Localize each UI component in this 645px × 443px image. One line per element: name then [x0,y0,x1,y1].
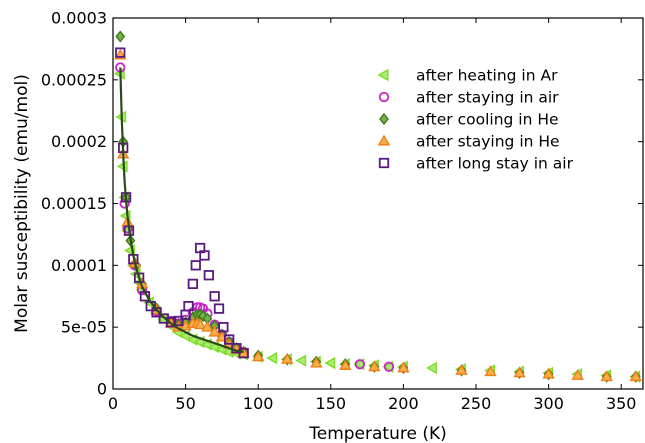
legend-label: after cooling in He [416,111,559,129]
legend: after heating in Ar after staying in air a… [377,67,574,173]
y-tick-label: 0.00015 [41,194,107,213]
data-point [115,47,126,58]
x-tick-label: 350 [606,394,637,413]
data-point [218,322,229,333]
data-point [213,303,225,314]
data-point [251,350,265,362]
data-point [199,250,210,261]
data-point [173,315,184,327]
data-point [513,366,526,378]
data-point [187,278,199,290]
data-point [193,318,207,330]
x-tick-label: 300 [533,394,564,413]
data-point [397,361,410,373]
axes: 0 50 100 150 200 250 300 350 0 5e-05 0.0001 0.00015… [41,9,644,413]
y-tick-label: 0 [97,380,107,399]
data-point [133,272,145,283]
data-point [116,160,128,173]
legend-marker [379,112,389,126]
data-point [295,354,307,367]
data-point [354,359,365,370]
x-tick-label: 100 [243,394,274,413]
data-point [266,351,278,365]
y-tick-label: 0.0001 [51,256,107,275]
data-marks [113,30,642,383]
data-point [281,352,294,364]
data-point [201,320,214,332]
data-point [455,364,468,375]
data-point [383,361,395,372]
data-point [208,325,221,337]
plot-frame [112,17,644,390]
x-tick-label: 150 [316,394,347,413]
data-point [165,317,177,328]
x-axis-title: Temperature (K) [308,424,447,443]
data-point [542,367,555,379]
y-tick-label: 0.00025 [41,70,107,89]
data-point [115,30,126,43]
series-4 [115,47,249,359]
legend-marker [378,91,390,103]
data-point [224,334,235,345]
y-tick-label: 0.0002 [51,132,107,151]
data-point [209,291,220,302]
legend-label: after heating in Ar [416,67,558,85]
data-point [310,356,323,368]
legend-label: after staying in air [416,89,559,107]
data-point [238,347,249,359]
data-point [629,370,642,382]
x-tick-label: 250 [461,394,492,413]
y-tick-label: 5e-05 [61,318,107,337]
data-point [203,270,214,281]
data-point [484,365,497,377]
y-tick-label: 0.0003 [51,9,107,28]
legend-label: after staying in He [416,133,560,151]
data-point [571,368,584,380]
plot-area [113,30,642,383]
data-point [324,356,336,370]
fit-curve [119,67,244,353]
legend-marker [377,134,391,146]
x-tick-label: 50 [175,394,195,413]
legend-label: after long stay in air [416,155,574,173]
data-point [426,361,437,375]
data-point [183,300,194,312]
y-axis-title: Molar susceptibility (emu/mol) [12,74,32,333]
data-point [368,360,381,372]
data-point [190,260,201,271]
legend-marker [378,157,390,169]
series-3 [114,48,642,382]
data-point [339,359,352,370]
x-tick-label: 0 [108,394,118,413]
series-1 [115,62,395,372]
x-tick-label: 200 [388,394,419,413]
series-0 [113,67,641,383]
data-point [600,370,613,382]
legend-marker [377,68,389,82]
